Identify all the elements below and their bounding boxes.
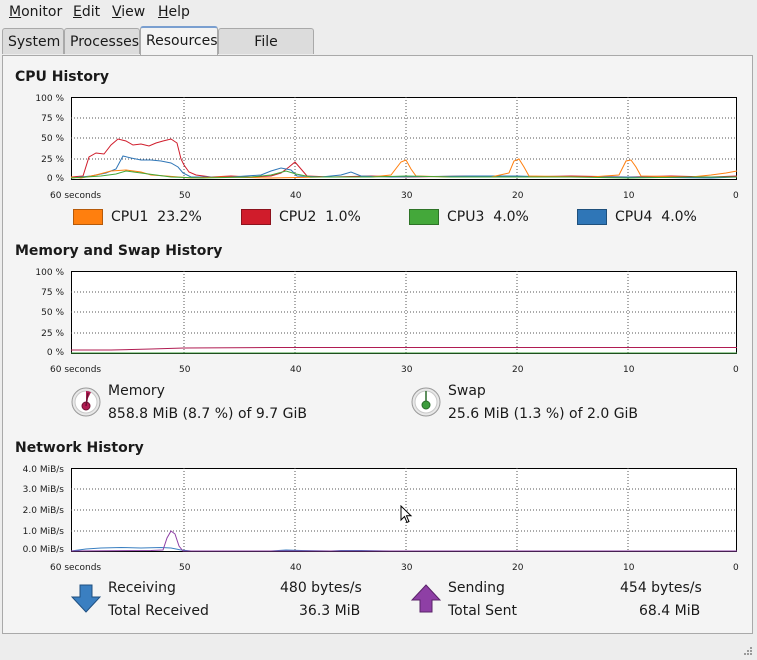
status-bar xyxy=(0,636,757,660)
cpu-x-tick-60: 60 seconds xyxy=(50,191,102,201)
mouse-pointer-icon xyxy=(400,505,413,524)
cpu-x-tick-30: 30 xyxy=(401,191,413,201)
net-x-tick-50: 50 xyxy=(179,563,191,573)
memory-history-title: Memory and Swap History xyxy=(15,243,223,259)
cpu4-legend: CPU4 4.0% xyxy=(615,209,697,225)
menu-view[interactable]: View xyxy=(112,4,145,20)
menu-monitor-mnemonic: M xyxy=(9,4,22,20)
memory-pie-icon[interactable] xyxy=(71,387,101,417)
mem-y-tick-25: 25 % xyxy=(41,329,64,339)
menu-monitor-label: onitor xyxy=(21,4,63,20)
net-x-tick-40: 40 xyxy=(290,563,302,573)
mem-x-tick-10: 10 xyxy=(623,365,635,375)
menu-edit-label: dit xyxy=(81,4,101,20)
mem-x-tick-30: 30 xyxy=(401,365,413,375)
cpu1-color-button[interactable] xyxy=(73,209,103,225)
net-x-tick-30: 30 xyxy=(401,563,413,573)
cpu2-label: CPU2 xyxy=(279,209,317,225)
tab-resources[interactable]: Resources xyxy=(140,26,218,56)
tab-system[interactable]: System xyxy=(2,28,64,54)
cpu-history-graph xyxy=(71,97,738,180)
total-received-value: 36.3 MiB xyxy=(299,603,361,619)
network-history-title: Network History xyxy=(15,440,144,456)
cpu-x-tick-50: 50 xyxy=(179,191,191,201)
net-x-tick-20: 20 xyxy=(512,563,524,573)
menu-view-label: iew xyxy=(121,4,146,20)
cpu-x-tick-40: 40 xyxy=(290,191,302,201)
total-sent-value: 68.4 MiB xyxy=(639,603,701,619)
mem-y-tick-75: 75 % xyxy=(41,288,64,298)
net-y-tick-4: 4.0 MiB/s xyxy=(22,465,64,475)
mem-y-tick-0: 0 % xyxy=(46,348,64,358)
mem-y-tick-100: 100 % xyxy=(35,268,64,278)
cpu1-legend: CPU1 23.2% xyxy=(111,209,202,225)
memory-history-graph xyxy=(71,271,737,354)
cpu2-color-button[interactable] xyxy=(241,209,271,225)
menu-help-label: elp xyxy=(168,4,190,20)
cpu-x-tick-0: 0 xyxy=(733,191,739,201)
menu-view-mnemonic: V xyxy=(112,4,122,20)
mem-y-tick-50: 50 % xyxy=(41,308,64,318)
sending-value: 454 bytes/s xyxy=(620,580,702,596)
cpu-y-tick-100: 100 % xyxy=(35,94,64,104)
cpu-y-tick-75: 75 % xyxy=(41,114,64,124)
cpu4-label: CPU4 xyxy=(615,209,653,225)
cpu-y-tick-0: 0 % xyxy=(46,174,64,184)
swap-value: 25.6 MiB (1.3 %) of 2.0 GiB xyxy=(448,406,639,422)
mem-x-tick-50: 50 xyxy=(179,365,191,375)
cpu1-value: 23.2% xyxy=(157,209,202,225)
cpu-y-tick-25: 25 % xyxy=(41,155,64,165)
receiving-value: 480 bytes/s xyxy=(280,580,362,596)
menu-monitor[interactable]: Monitor xyxy=(9,4,62,20)
net-x-tick-60: 60 seconds xyxy=(50,563,102,573)
net-y-tick-1: 1.0 MiB/s xyxy=(22,527,64,537)
total-received-label: Total Received xyxy=(108,603,209,619)
mem-x-tick-40: 40 xyxy=(290,365,302,375)
net-x-tick-10: 10 xyxy=(623,563,635,573)
cpu3-color-button[interactable] xyxy=(409,209,439,225)
cpu4-value: 4.0% xyxy=(661,209,697,225)
net-y-tick-3: 3.0 MiB/s xyxy=(22,485,64,495)
menu-help-mnemonic: H xyxy=(158,4,169,20)
tab-processes[interactable]: Processes xyxy=(64,28,140,54)
cpu4-color-button[interactable] xyxy=(577,209,607,225)
tab-file-systems[interactable]: File Systems xyxy=(218,28,314,76)
cpu2-legend: CPU2 1.0% xyxy=(279,209,361,225)
menu-edit[interactable]: Edit xyxy=(73,4,100,20)
cpu3-legend: CPU3 4.0% xyxy=(447,209,529,225)
cpu3-value: 4.0% xyxy=(493,209,529,225)
cpu2-value: 1.0% xyxy=(325,209,361,225)
cpu-y-tick-50: 50 % xyxy=(41,134,64,144)
memory-value: 858.8 MiB (8.7 %) of 9.7 GiB xyxy=(108,406,307,422)
net-x-tick-0: 0 xyxy=(733,563,739,573)
swap-label: Swap xyxy=(448,383,486,399)
cpu-x-tick-20: 20 xyxy=(512,191,524,201)
cpu-history-title: CPU History xyxy=(15,69,109,85)
menu-bar: Monitor Edit View Help xyxy=(0,0,757,26)
mem-x-tick-0: 0 xyxy=(733,365,739,375)
receiving-arrow-icon[interactable] xyxy=(71,584,101,614)
receiving-label: Receiving xyxy=(108,580,176,596)
cpu3-label: CPU3 xyxy=(447,209,485,225)
net-y-tick-2: 2.0 MiB/s xyxy=(22,506,64,516)
sending-arrow-icon[interactable] xyxy=(411,584,441,614)
cpu1-label: CPU1 xyxy=(111,209,149,225)
swap-pie-icon[interactable] xyxy=(411,387,441,417)
mem-x-tick-20: 20 xyxy=(512,365,524,375)
sending-label: Sending xyxy=(448,580,505,596)
mem-x-tick-60: 60 seconds xyxy=(50,365,102,375)
cpu-x-tick-10: 10 xyxy=(623,191,635,201)
menu-edit-mnemonic: E xyxy=(73,4,82,20)
resize-grip-icon[interactable] xyxy=(743,646,753,656)
tab-bar: System Processes Resources File Systems xyxy=(0,26,757,76)
total-sent-label: Total Sent xyxy=(448,603,518,619)
menu-help[interactable]: Help xyxy=(158,4,190,20)
net-y-tick-0: 0.0 MiB/s xyxy=(22,545,64,555)
memory-label: Memory xyxy=(108,383,165,399)
